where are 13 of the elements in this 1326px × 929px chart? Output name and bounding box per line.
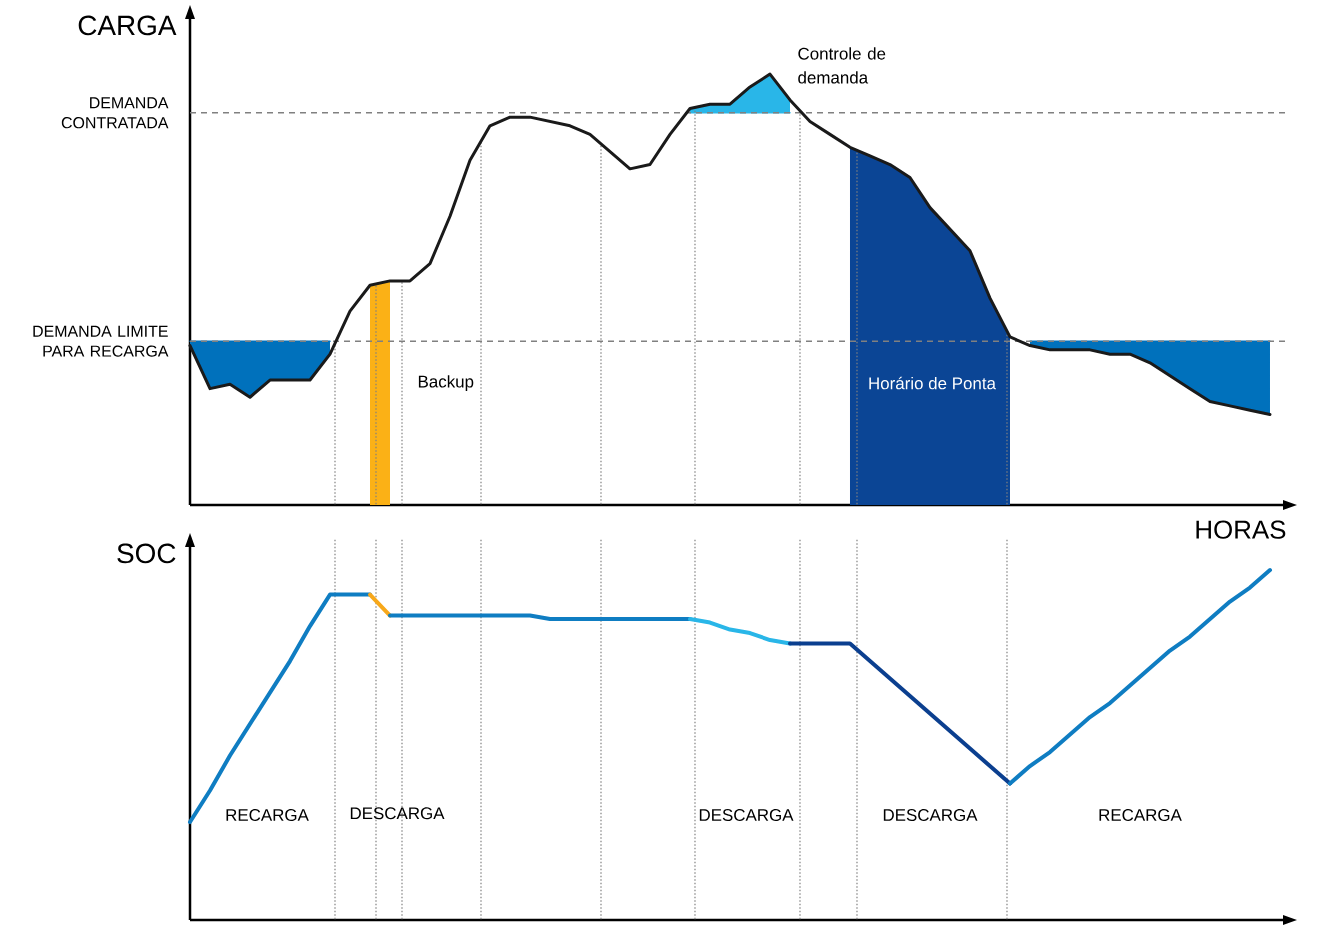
ref-line-label: DEMANDA LIMITE PARA RECARGA (33, 325, 169, 357)
ref-line-label: DEMANDA CONTRATADA (61, 97, 169, 129)
annotation: DESCARGA (699, 809, 794, 822)
y-axis-title: SOC (117, 543, 176, 564)
annotation: Controle de demanda (798, 47, 886, 84)
annotation: DESCARGA (883, 809, 978, 822)
y-axis-title: CARGA (78, 15, 177, 36)
annotation: RECARGA (1099, 809, 1182, 822)
x-axis-title: HORAS (1196, 520, 1286, 539)
annotation: Backup (418, 375, 474, 391)
annotation: RECARGA (226, 809, 309, 822)
annotation: Horário de Ponta (869, 376, 996, 390)
annotation: DESCARGA (350, 807, 445, 820)
